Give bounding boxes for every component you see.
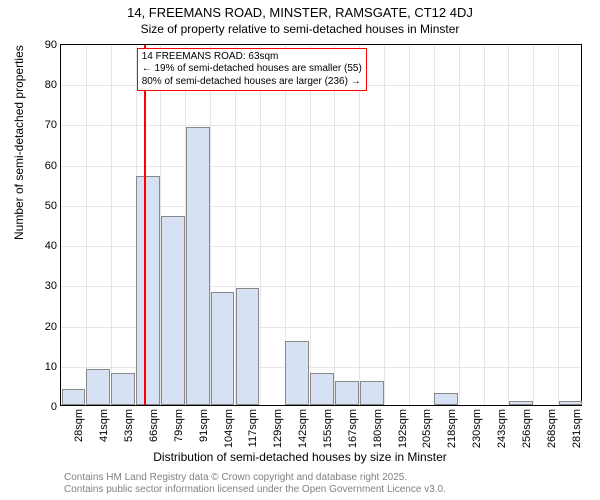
x-tick-label: 243sqm — [496, 409, 508, 448]
x-tick-label: 28sqm — [73, 409, 85, 442]
x-tick-label: 41sqm — [98, 409, 110, 442]
gridline-vertical — [359, 45, 360, 405]
histogram-bar — [161, 216, 185, 405]
gridline-vertical — [484, 45, 485, 405]
x-tick-label: 79sqm — [173, 409, 185, 442]
histogram-bar — [211, 292, 235, 405]
x-tick-label: 129sqm — [272, 409, 284, 448]
x-tick-label: 256sqm — [521, 409, 533, 448]
x-tick-label: 104sqm — [223, 409, 235, 448]
plot-area: 010203040506070809028sqm41sqm53sqm66sqm7… — [60, 44, 582, 406]
annotation-line: 14 FREEMANS ROAD: 63sqm — [142, 51, 362, 64]
y-tick-label: 30 — [45, 280, 57, 292]
histogram-bar — [360, 381, 384, 405]
histogram-bar — [509, 401, 533, 405]
histogram-bar — [86, 369, 110, 405]
annotation-line: ← 19% of semi-detached houses are smalle… — [142, 63, 362, 76]
x-axis-label: Distribution of semi-detached houses by … — [0, 450, 600, 464]
gridline-vertical — [260, 45, 261, 405]
y-tick-label: 60 — [45, 160, 57, 172]
gridline-vertical — [558, 45, 559, 405]
x-tick-label: 142sqm — [297, 409, 309, 448]
x-tick-label: 230sqm — [471, 409, 483, 448]
histogram-bar — [136, 176, 160, 405]
gridline-vertical — [434, 45, 435, 405]
gridline-vertical — [111, 45, 112, 405]
x-tick-label: 218sqm — [446, 409, 458, 448]
histogram-bar — [186, 127, 210, 405]
gridline-vertical — [334, 45, 335, 405]
y-tick-label: 50 — [45, 200, 57, 212]
gridline-horizontal — [61, 166, 581, 167]
y-tick-label: 0 — [51, 401, 57, 413]
histogram-bar — [310, 373, 334, 405]
x-tick-label: 281sqm — [571, 409, 583, 448]
annotation-box: 14 FREEMANS ROAD: 63sqm← 19% of semi-det… — [137, 48, 367, 92]
y-tick-label: 10 — [45, 361, 57, 373]
histogram-bar — [285, 341, 309, 405]
gridline-vertical — [459, 45, 460, 405]
x-tick-label: 205sqm — [421, 409, 433, 448]
x-tick-label: 66sqm — [148, 409, 160, 442]
y-tick-label: 20 — [45, 321, 57, 333]
chart-subtitle: Size of property relative to semi-detach… — [0, 22, 600, 36]
y-axis-label: Number of semi-detached properties — [12, 45, 26, 240]
histogram-bar — [559, 401, 583, 405]
histogram-bar — [62, 389, 86, 405]
gridline-vertical — [508, 45, 509, 405]
histogram-bar — [111, 373, 135, 405]
x-tick-label: 117sqm — [247, 409, 259, 447]
x-tick-label: 268sqm — [546, 409, 558, 448]
attribution-footer: Contains HM Land Registry data © Crown c… — [64, 472, 446, 496]
gridline-vertical — [310, 45, 311, 405]
footer-line-2: Contains public sector information licen… — [64, 484, 446, 496]
x-tick-label: 155sqm — [322, 409, 334, 448]
footer-line-1: Contains HM Land Registry data © Crown c… — [64, 472, 446, 484]
histogram-bar — [236, 288, 260, 405]
gridline-vertical — [409, 45, 410, 405]
x-tick-label: 53sqm — [123, 409, 135, 442]
y-tick-label: 70 — [45, 119, 57, 131]
x-tick-label: 91sqm — [198, 409, 210, 442]
gridline-vertical — [533, 45, 534, 405]
x-tick-label: 180sqm — [372, 409, 384, 448]
y-tick-label: 80 — [45, 79, 57, 91]
x-tick-label: 167sqm — [347, 409, 359, 448]
histogram-chart: 14, FREEMANS ROAD, MINSTER, RAMSGATE, CT… — [0, 0, 600, 500]
reference-line — [144, 45, 146, 405]
x-tick-label: 192sqm — [397, 409, 409, 448]
gridline-horizontal — [61, 125, 581, 126]
y-tick-label: 90 — [45, 39, 57, 51]
y-tick-label: 40 — [45, 240, 57, 252]
chart-title: 14, FREEMANS ROAD, MINSTER, RAMSGATE, CT… — [0, 5, 600, 20]
histogram-bar — [335, 381, 359, 405]
gridline-vertical — [384, 45, 385, 405]
histogram-bar — [434, 393, 458, 405]
annotation-line: 80% of semi-detached houses are larger (… — [142, 76, 362, 89]
gridline-vertical — [86, 45, 87, 405]
